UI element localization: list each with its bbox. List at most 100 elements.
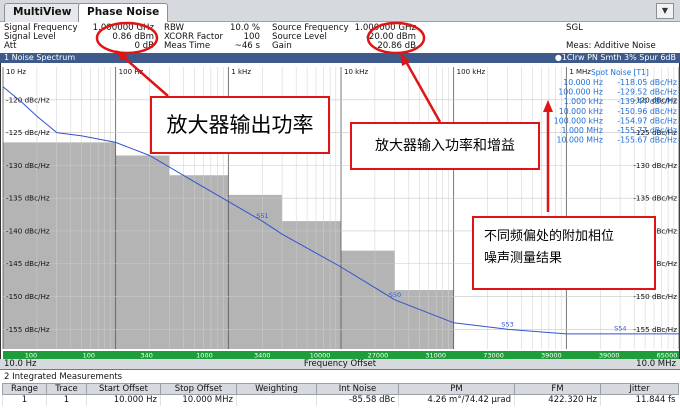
panel-title: 1 Noise Spectrum <box>4 53 76 62</box>
spot-marker-label: S50 <box>389 291 401 299</box>
cell-jitter: 11.844 fs <box>600 394 679 406</box>
spot-noise-value: -155.77 dBc/Hz <box>617 126 677 135</box>
signal-level-label: Signal Level <box>4 32 56 42</box>
xcorr-label: XCORR Factor <box>164 32 224 42</box>
measurement-settings-panel: Signal Frequency 1.000000 GHz Signal Lev… <box>0 22 680 52</box>
signal-frequency-label: Signal Frequency <box>4 23 78 33</box>
gain-value: 20.86 dB <box>377 41 416 51</box>
range-band-label: 100 <box>83 352 95 360</box>
x-tick-label: 10 Hz <box>6 68 26 76</box>
range-band-label: 73000 <box>483 352 504 360</box>
trace-info: ●1Clrw PN Smth 3% Spur 6dB <box>554 53 676 62</box>
range-band-label: 10000 <box>310 352 331 360</box>
spot-marker-label: S54 <box>614 324 626 332</box>
x-tick-label: 10 kHz <box>344 68 368 76</box>
range-band-label: 1000 <box>196 352 213 360</box>
range-band <box>3 351 679 359</box>
y-tick-label: -155 dBc/Hz <box>6 325 50 334</box>
spot-noise-value: -150.96 dBc/Hz <box>617 107 677 116</box>
callout-phase-noise-line1: 不同频偏处的附加相位 <box>484 229 615 244</box>
x-tick-label: 100 Hz <box>119 68 144 76</box>
att-label: Att <box>4 41 17 51</box>
spot-noise-value: -139.44 dBc/Hz <box>617 97 677 106</box>
y-tick-label: -150 dBc/Hz <box>6 292 50 301</box>
y-tick-label-right: -150 dBc/Hz <box>633 292 677 301</box>
y-tick-label: -135 dBc/Hz <box>6 194 50 203</box>
range-band-label: 39000 <box>541 352 562 360</box>
range-band-label: 39000 <box>599 352 620 360</box>
rbw-label: RBW <box>164 23 185 33</box>
spot-noise-frequency: 10.000 MHz <box>557 136 603 145</box>
noise-spectrum-header: 1 Noise Spectrum ●1Clrw PN Smth 3% Spur … <box>0 53 680 63</box>
y-tick-label: -145 dBc/Hz <box>6 259 50 268</box>
cell-range: 1 <box>2 394 47 406</box>
noise-spectrum-chart: 10 Hz 100 Hz 1 kHz 10 kHz 100 kHz 1 MHz -120 d… <box>2 67 680 360</box>
y-tick-label: -120 dBc/Hz <box>6 95 50 104</box>
header-trace: Trace <box>46 383 87 395</box>
y-tick-label: -130 dBc/Hz <box>6 161 50 170</box>
table-header-row: Range Trace Start Offset Stop Offset Wei… <box>2 383 679 395</box>
gain-label: Gain <box>272 41 292 51</box>
range-band-label: 340 <box>140 352 152 360</box>
cell-fm: 422.320 Hz <box>514 394 601 406</box>
callout-phase-noise: 不同频偏处的附加相位 噪声测量结果 <box>472 216 656 290</box>
spot-noise-frequency: 1.000 kHz <box>564 97 603 106</box>
spot-noise-frequency: 10.000 kHz <box>559 107 603 116</box>
cell-start-offset: 10.000 Hz <box>86 394 161 406</box>
y-tick-label-right: -130 dBc/Hz <box>633 161 677 170</box>
y-tick-label-right: -125 dBc/Hz <box>633 128 677 137</box>
meas-mode: Meas: Additive Noise <box>566 41 656 51</box>
spot-noise-frequency: 100.000 Hz <box>558 88 603 97</box>
callout-phase-noise-line2: 噪声测量结果 <box>484 251 563 266</box>
tab-phase-noise[interactable]: Phase Noise <box>78 3 169 23</box>
header-range: Range <box>2 383 47 395</box>
x-tick-label: 1 kHz <box>231 68 251 76</box>
spot-marker-label: S53 <box>501 320 513 328</box>
range-band-label: 3400 <box>254 352 271 360</box>
callout-input-power-gain: 放大器输入功率和增益 <box>350 122 540 170</box>
sgl-indicator: SGL <box>566 23 583 33</box>
x-tick-label: 1 MHz <box>569 68 591 76</box>
range-band-label: 100 <box>25 352 37 360</box>
cell-weighting <box>236 394 317 406</box>
header-pm: PM <box>398 383 515 395</box>
frequency-axis-bar: 10.0 Hz Frequency Offset 10.0 MHz <box>0 359 680 370</box>
y-tick-label-right: -120 dBc/Hz <box>633 95 677 104</box>
header-weighting: Weighting <box>236 383 317 395</box>
spot-noise-value: -129.52 dBc/Hz <box>617 88 677 97</box>
tab-multiview[interactable]: MultiView <box>4 3 81 22</box>
frequency-axis-title: Frequency Offset <box>303 359 377 369</box>
xcorr-value: 100 <box>243 32 260 42</box>
cell-pm: 4.26 m°/74.42 µrad <box>398 394 515 406</box>
callout-output-power: 放大器输出功率 <box>150 96 330 154</box>
meas-time-value: ~46 s <box>234 41 260 51</box>
range-band-label: 65000 <box>657 352 678 360</box>
meas-time-label: Meas Time <box>164 41 211 51</box>
table-row[interactable]: 1 1 10.000 Hz 10.000 MHz -85.58 dBc 4.26… <box>2 394 679 406</box>
header-start-offset: Start Offset <box>86 383 161 395</box>
y-tick-label-right: -135 dBc/Hz <box>633 194 677 203</box>
range-band-label: 27000 <box>368 352 389 360</box>
chevron-down-icon[interactable]: ▼ <box>656 3 674 19</box>
y-tick-label-right: -155 dBc/Hz <box>633 325 677 334</box>
y-tick-label: -125 dBc/Hz <box>6 128 50 137</box>
spot-marker-label: S51 <box>256 212 268 220</box>
spot-noise-frequency: 1.000 MHz <box>562 126 603 135</box>
range-band-label: 31000 <box>425 352 446 360</box>
spot-noise-frequency: 10.000 Hz <box>563 78 603 87</box>
att-value: 0 dB <box>134 41 154 51</box>
tab-bar: MultiView Phase Noise ▼ <box>0 0 680 23</box>
spot-noise-value: -118.05 dBc/Hz <box>617 78 677 87</box>
stop-frequency: 10.0 MHz <box>636 359 676 369</box>
header-jitter: Jitter <box>600 383 679 395</box>
x-tick-label: 100 kHz <box>457 68 486 76</box>
cell-int-noise: -85.58 dBc <box>316 394 399 406</box>
header-stop-offset: Stop Offset <box>160 383 237 395</box>
source-frequency-label: Source Frequency <box>272 23 349 33</box>
spot-noise-value: -155.67 dBc/Hz <box>617 136 677 145</box>
cell-trace: 1 <box>46 394 87 406</box>
spot-noise-value: -154.97 dBc/Hz <box>617 116 677 125</box>
header-int-noise: Int Noise <box>316 383 399 395</box>
cell-stop-offset: 10.000 MHz <box>160 394 237 406</box>
measurements-title: 2 Integrated Measurements <box>4 372 123 382</box>
